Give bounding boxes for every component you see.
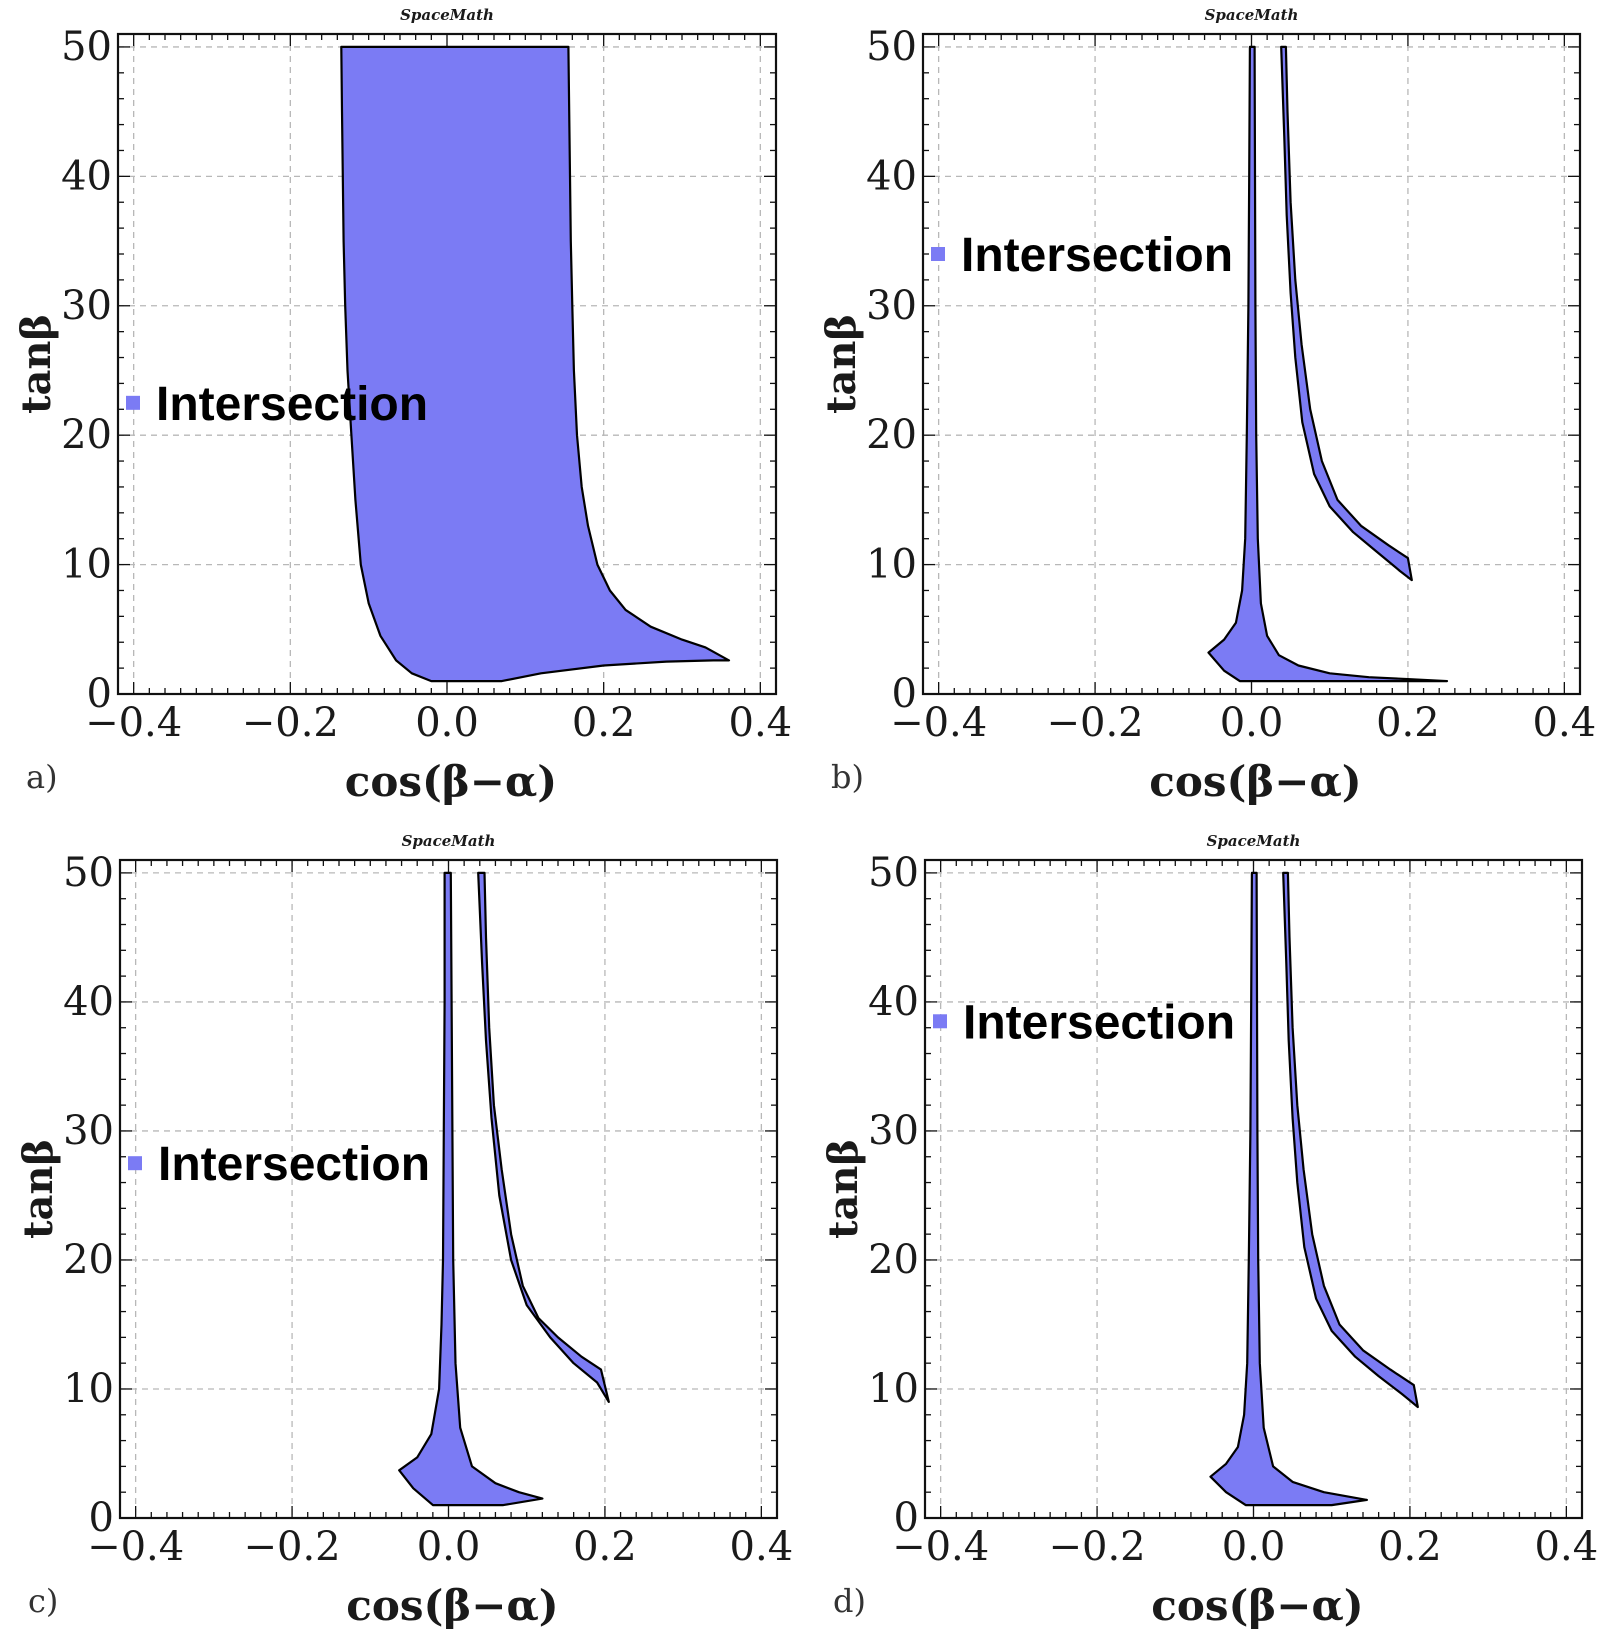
y-tick-label: 50 (868, 850, 919, 896)
panel-title: SpaceMath (1205, 6, 1299, 24)
x-tick-label: −0.4 (85, 700, 182, 746)
legend-swatch (933, 1014, 947, 1029)
panel-2: −0.4 −0.2 0.0 0.2 0.4 0 10 20 30 40 50 SpaceMath cos… (818, 6, 1596, 806)
x-axis-label: cos(β−α) (345, 757, 557, 806)
y-axis-label: tanβ (15, 1139, 62, 1239)
y-tick-label: 0 (89, 1495, 114, 1541)
intersection-region (1209, 871, 1369, 1507)
intersection-region (1280, 45, 1413, 582)
x-tick-label: 0.4 (729, 700, 793, 746)
legend-swatch (931, 247, 945, 261)
intersection-region (340, 45, 731, 683)
y-axis-label: tanβ (818, 314, 865, 414)
legend-label: Intersection (158, 1138, 430, 1191)
x-tick-label: 0.4 (1533, 700, 1597, 746)
y-tick-label: 50 (61, 24, 112, 70)
y-tick-label: 0 (894, 1495, 919, 1541)
y-tick-label: 10 (866, 542, 917, 588)
y-tick-label: 20 (868, 1237, 919, 1283)
panel-3: −0.4 −0.2 0.0 0.2 0.4 0 10 20 30 40 50 SpaceMath cos… (15, 832, 793, 1630)
panel-title: SpaceMath (402, 832, 496, 850)
panel-letter: a) (26, 758, 58, 796)
y-tick-label: 40 (63, 979, 114, 1025)
panel-letter: b) (831, 758, 864, 796)
legend-label: Intersection (961, 229, 1233, 282)
panel-letter: d) (833, 1582, 866, 1620)
intersection-region (398, 871, 544, 1507)
x-tick-label: −0.4 (892, 1524, 989, 1570)
panel-title: SpaceMath (400, 6, 494, 24)
intersection-region (1282, 871, 1419, 1409)
y-tick-label: 30 (868, 1108, 919, 1154)
panel-letter: c) (28, 1582, 58, 1620)
y-tick-label: 30 (61, 283, 112, 329)
x-tick-label: 0.2 (573, 1524, 637, 1570)
x-tick-label: 0.2 (1376, 700, 1440, 746)
x-tick-label: 0.2 (1378, 1524, 1442, 1570)
y-tick-label: 40 (866, 153, 917, 199)
x-tick-label: −0.2 (242, 700, 339, 746)
x-tick-label: 0.0 (1220, 700, 1284, 746)
x-axis-label: cos(β−α) (346, 1581, 558, 1630)
y-axis-label: tanβ (13, 314, 60, 414)
y-tick-label: 40 (868, 979, 919, 1025)
x-axis-label: cos(β−α) (1151, 1581, 1363, 1630)
x-tick-label: 0.4 (1535, 1524, 1599, 1570)
panel-1: −0.4 −0.2 0.0 0.2 0.4 0 10 20 30 40 50 SpaceMath cos… (13, 6, 792, 806)
x-tick-label: −0.4 (890, 700, 987, 746)
legend-label: Intersection (963, 996, 1235, 1049)
x-tick-label: 0.4 (730, 1524, 794, 1570)
y-tick-label: 20 (866, 412, 917, 458)
x-tick-label: 0.2 (572, 700, 636, 746)
x-tick-label: 0.0 (415, 700, 479, 746)
legend-swatch (128, 1156, 142, 1171)
y-tick-label: 30 (866, 283, 917, 329)
x-tick-label: 0.0 (1222, 1524, 1286, 1570)
legend-swatch (126, 395, 140, 410)
intersection-region (477, 871, 610, 1404)
panel-4: −0.4 −0.2 0.0 0.2 0.4 0 10 20 30 40 50 SpaceMath cos… (820, 832, 1598, 1630)
x-tick-label: −0.2 (1047, 700, 1144, 746)
y-tick-label: 10 (61, 542, 112, 588)
y-axis-label: tanβ (820, 1139, 867, 1239)
y-tick-label: 10 (63, 1366, 114, 1412)
y-tick-label: 50 (866, 24, 917, 70)
x-tick-label: 0.0 (417, 1524, 481, 1570)
y-tick-label: 20 (63, 1237, 114, 1283)
x-tick-label: −0.2 (1049, 1524, 1146, 1570)
x-tick-label: −0.4 (87, 1524, 184, 1570)
y-tick-label: 0 (892, 671, 917, 717)
y-tick-label: 40 (61, 153, 112, 199)
y-tick-label: 0 (87, 671, 112, 717)
y-tick-label: 10 (868, 1366, 919, 1412)
y-tick-label: 30 (63, 1108, 114, 1154)
x-tick-label: −0.2 (244, 1524, 341, 1570)
panel-title: SpaceMath (1207, 832, 1301, 850)
legend-label: Intersection (156, 378, 428, 431)
intersection-region (1207, 45, 1449, 683)
y-tick-label: 20 (61, 412, 112, 458)
y-tick-label: 50 (63, 850, 114, 896)
x-axis-label: cos(β−α) (1149, 757, 1361, 806)
